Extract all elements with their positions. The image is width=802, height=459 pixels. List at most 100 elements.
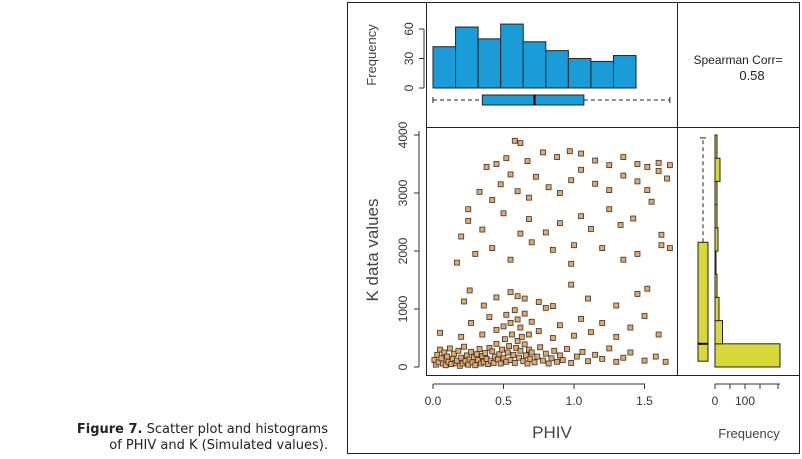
scatter-point-161 — [630, 215, 637, 222]
scatter-point-109 — [528, 318, 535, 325]
scatter-point-42 — [490, 360, 497, 366]
scatter-point-36 — [482, 350, 489, 356]
scatter-point-105 — [514, 316, 521, 323]
scatter-point-174 — [568, 177, 575, 184]
top-histogram-axis: 0 30 60 Frequency — [364, 22, 425, 91]
scatter-point-60 — [516, 354, 522, 361]
scatter-point-170 — [525, 194, 532, 201]
right-hist-bar-5 — [714, 227, 719, 252]
caption-line2: of PHIV and K (Simulated values). — [109, 438, 328, 453]
right-hist-bar-8 — [714, 157, 721, 182]
right-hist-bar-4 — [714, 250, 717, 275]
scatter-point-21 — [461, 343, 467, 350]
scatter-point-162 — [648, 198, 655, 205]
right-hist-bar-9 — [714, 134, 718, 159]
scatter-point-91 — [627, 349, 634, 356]
hist-x-tick-label-100: 100 — [735, 394, 755, 408]
hist-bar-2 — [477, 38, 502, 89]
scatter-point-122 — [461, 298, 467, 305]
scatter-point-50 — [502, 336, 508, 343]
scatter-point-32 — [476, 346, 483, 352]
scatter-point-131 — [568, 281, 575, 288]
scatter-point-166 — [489, 197, 496, 203]
scatter-point-153 — [517, 230, 524, 237]
scatter-point-186 — [511, 137, 518, 144]
right-hist-bar-7 — [714, 180, 718, 206]
hist-bar-6 — [567, 58, 592, 89]
scatter-point-113 — [557, 322, 563, 329]
scatter-point-99 — [486, 314, 493, 321]
x-ticks: 0.0 0.5 1.0 1.5 — [425, 384, 653, 408]
caption-line1: Scatter plot and histograms — [146, 422, 328, 437]
scatter-point-85 — [585, 358, 591, 365]
scatter-point-69 — [528, 349, 535, 356]
scatter-point-132 — [585, 295, 591, 302]
scatter-point-102 — [503, 311, 510, 318]
scatter-point-160 — [617, 221, 624, 228]
scatter-point-190 — [554, 154, 560, 160]
hist-bar-8 — [612, 55, 637, 89]
scatter-point-129 — [535, 299, 542, 305]
scatter-point-110 — [535, 328, 542, 334]
scatter-point-146 — [634, 250, 641, 257]
scatter-point-100 — [493, 326, 500, 333]
scatter-point-114 — [571, 332, 577, 339]
scatter-point-56 — [510, 351, 517, 358]
scatter-point-44 — [493, 340, 500, 347]
y-tick-label-3: 3000 — [396, 179, 410, 206]
scatter-point-75 — [545, 360, 552, 367]
y-tick-label-4: 4000 — [396, 121, 410, 148]
scatter-point-117 — [599, 320, 606, 326]
scatter-point-90 — [620, 354, 627, 361]
scatter-point-187 — [517, 140, 524, 147]
scatter-point-149 — [458, 233, 465, 240]
scatter-axes — [418, 131, 645, 385]
scatter-point-53 — [506, 343, 513, 350]
scatter-point-148 — [666, 245, 673, 252]
scatter-point-29 — [472, 362, 479, 369]
scatter-point-98 — [479, 331, 486, 338]
scatter-point-127 — [514, 293, 521, 300]
scatter-point-48 — [499, 346, 505, 353]
right-hist-bar-3 — [714, 273, 718, 298]
scatter-point-112 — [549, 335, 556, 341]
scatter-point-82 — [568, 360, 575, 366]
x-tick-label-1: 0.5 — [495, 394, 512, 408]
scatter-point-138 — [489, 245, 496, 252]
scatter-point-81 — [564, 346, 570, 352]
scatter-point-73 — [540, 357, 546, 364]
scatter-point-30 — [473, 351, 480, 358]
scatter-point-151 — [479, 226, 486, 233]
scatter-point-11 — [447, 345, 453, 352]
scatter-point-61 — [517, 347, 524, 354]
scatter-point-156 — [557, 220, 563, 227]
scatter-point-19 — [458, 354, 465, 361]
right-hist-bar-2 — [714, 296, 720, 322]
scatter-point-152 — [500, 210, 507, 217]
scatter-point-171 — [533, 173, 539, 180]
scatter-point-192 — [578, 150, 584, 157]
scatter-point-84 — [579, 349, 586, 355]
scatter-point-123 — [466, 287, 473, 294]
hist-y-tick-label-30: 30 — [402, 52, 416, 66]
scatter-point-175 — [578, 166, 584, 173]
scatter-point-88 — [606, 345, 613, 352]
scatter-point-72 — [537, 344, 544, 351]
scatter-point-164 — [465, 206, 472, 213]
scatter-point-93 — [652, 353, 659, 360]
scatter-point-120 — [641, 313, 648, 319]
scatter-point-179 — [634, 178, 641, 185]
hist-y-tick-label-60: 60 — [402, 22, 416, 36]
figure-caption: Figure 7. Scatter plot and histograms of… — [8, 422, 328, 454]
scatter-point-71 — [534, 353, 541, 360]
scatter-point-57 — [511, 360, 518, 366]
right-histogram-bars — [714, 134, 781, 368]
y-tick-label-2: 2000 — [396, 237, 410, 264]
scatter-point-167 — [497, 181, 504, 188]
scatter-point-103 — [507, 320, 514, 326]
scatter-point-74 — [542, 350, 549, 357]
scatter-point-104 — [511, 307, 518, 314]
scatter-point-78 — [554, 358, 560, 365]
scatter-point-47 — [497, 360, 504, 367]
